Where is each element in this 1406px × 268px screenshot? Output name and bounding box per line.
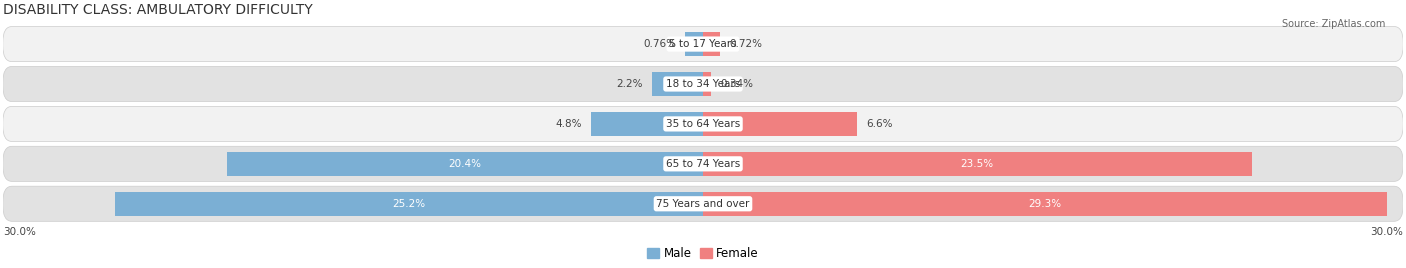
Text: 0.76%: 0.76% (643, 39, 676, 49)
Text: 65 to 74 Years: 65 to 74 Years (666, 159, 740, 169)
Bar (703, 32, 720, 56)
Bar (703, 152, 1251, 176)
Text: 6.6%: 6.6% (866, 119, 893, 129)
Bar (651, 72, 703, 96)
Bar (703, 112, 858, 136)
Text: DISABILITY CLASS: AMBULATORY DIFFICULTY: DISABILITY CLASS: AMBULATORY DIFFICULTY (3, 3, 312, 17)
Text: 0.34%: 0.34% (720, 79, 754, 89)
Text: 0.72%: 0.72% (730, 39, 762, 49)
FancyBboxPatch shape (3, 66, 1403, 102)
Bar (685, 32, 703, 56)
Bar (115, 192, 703, 215)
Bar (591, 112, 703, 136)
Text: 23.5%: 23.5% (960, 159, 994, 169)
FancyBboxPatch shape (3, 146, 1403, 181)
Bar (226, 152, 703, 176)
Text: 25.2%: 25.2% (392, 199, 426, 209)
Text: 29.3%: 29.3% (1028, 199, 1062, 209)
FancyBboxPatch shape (3, 186, 1403, 221)
Text: 2.2%: 2.2% (616, 79, 643, 89)
Legend: Male, Female: Male, Female (643, 242, 763, 265)
Text: 18 to 34 Years: 18 to 34 Years (666, 79, 740, 89)
Bar (703, 192, 1386, 215)
Bar (703, 72, 711, 96)
FancyBboxPatch shape (3, 106, 1403, 142)
Text: 30.0%: 30.0% (1371, 226, 1403, 237)
Text: 5 to 17 Years: 5 to 17 Years (669, 39, 737, 49)
Text: Source: ZipAtlas.com: Source: ZipAtlas.com (1281, 19, 1385, 29)
Text: 75 Years and over: 75 Years and over (657, 199, 749, 209)
FancyBboxPatch shape (3, 27, 1403, 62)
Text: 4.8%: 4.8% (555, 119, 582, 129)
Text: 20.4%: 20.4% (449, 159, 481, 169)
Text: 30.0%: 30.0% (3, 226, 35, 237)
Text: 35 to 64 Years: 35 to 64 Years (666, 119, 740, 129)
